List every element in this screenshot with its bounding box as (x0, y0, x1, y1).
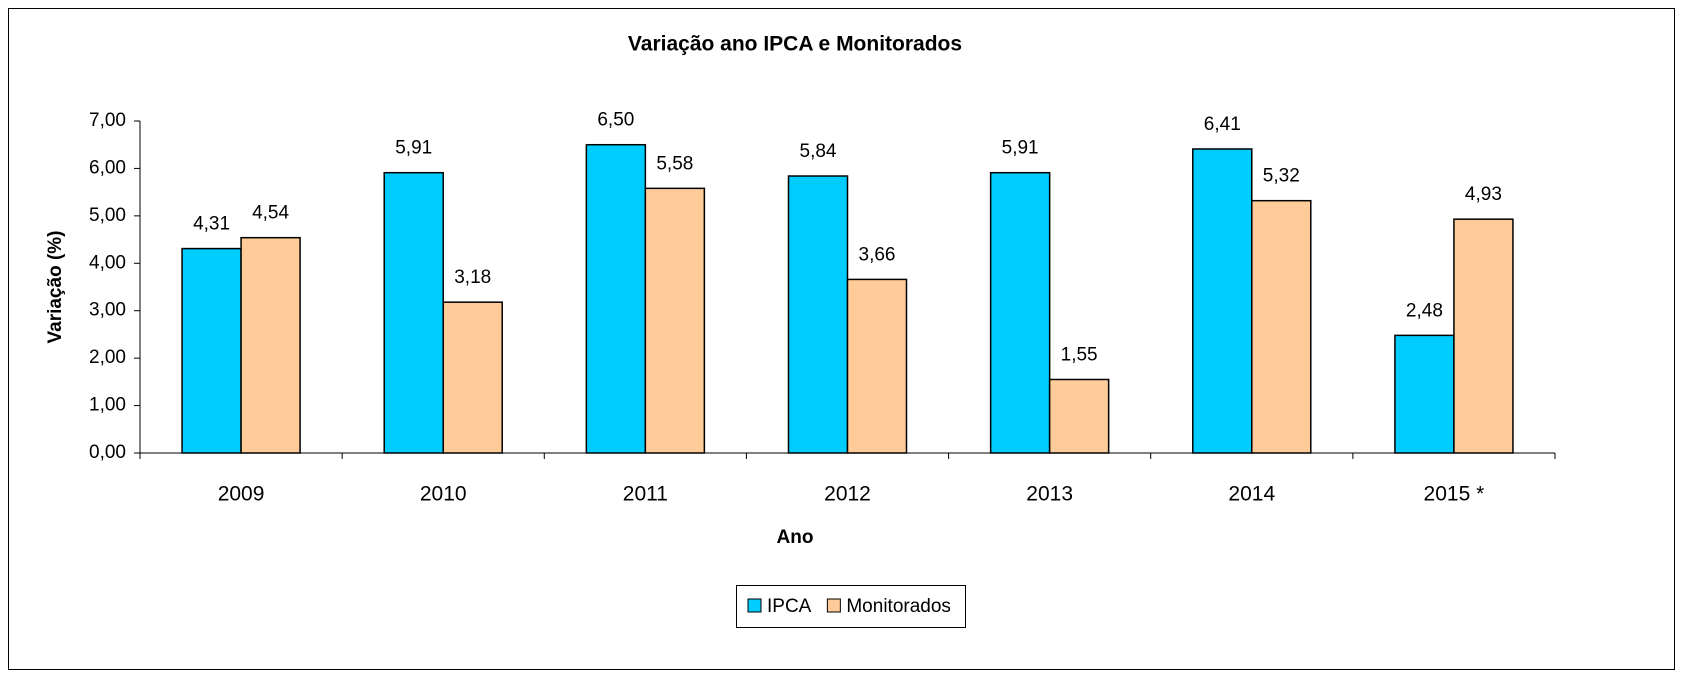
y-axis-label: Variação (%) (45, 231, 66, 344)
legend-swatch (747, 598, 762, 613)
bar (240, 236, 301, 454)
bar (1251, 199, 1312, 454)
x-axis-label: Ano (777, 527, 814, 548)
x-tick-label: 2013 (1026, 483, 1073, 506)
value-label: 1,55 (1061, 345, 1098, 366)
bar (383, 171, 444, 454)
chart-title: Variação ano IPCA e Monitorados (628, 33, 962, 56)
y-tick-label: 5,00 (89, 205, 126, 226)
bar (1394, 334, 1455, 454)
x-tick-label: 2010 (420, 483, 467, 506)
y-tick-label: 3,00 (89, 300, 126, 321)
value-label: 3,18 (454, 267, 491, 288)
value-label: 4,93 (1465, 184, 1502, 205)
y-tick-label: 4,00 (89, 252, 126, 273)
value-label: 5,32 (1263, 166, 1300, 187)
x-tick-label: 2015 * (1424, 483, 1485, 506)
bar (585, 143, 647, 454)
value-label: 6,50 (597, 110, 634, 131)
x-tick-label: 2009 (218, 483, 265, 506)
y-tick-label: 2,00 (89, 347, 126, 368)
bar (181, 247, 242, 454)
x-tick-label: 2012 (824, 483, 871, 506)
bar (1048, 378, 1110, 454)
value-label: 2,48 (1406, 300, 1443, 321)
bar (846, 278, 908, 454)
bar (787, 175, 849, 454)
bar (442, 301, 503, 454)
value-label: 4,54 (252, 203, 289, 224)
value-label: 5,91 (1002, 138, 1039, 159)
legend-box (736, 585, 966, 628)
legend-label: Monitorados (846, 596, 951, 617)
y-tick-label: 6,00 (89, 157, 126, 178)
value-label: 5,84 (800, 141, 837, 162)
bar (644, 187, 706, 454)
y-tick-label: 0,00 (89, 442, 126, 463)
bar (989, 171, 1051, 454)
value-label: 6,41 (1204, 114, 1241, 135)
legend-swatch (826, 598, 841, 613)
x-tick-label: 2014 (1228, 483, 1275, 506)
x-tick-label: 2011 (623, 483, 668, 506)
value-label: 3,66 (859, 244, 896, 265)
bar (1192, 148, 1253, 454)
value-label: 4,31 (193, 214, 230, 235)
y-tick-label: 7,00 (89, 110, 126, 131)
y-tick-label: 1,00 (89, 395, 126, 416)
value-label: 5,58 (656, 153, 693, 174)
bar (1453, 218, 1514, 454)
value-label: 5,91 (395, 138, 432, 159)
legend-label: IPCA (767, 596, 812, 617)
